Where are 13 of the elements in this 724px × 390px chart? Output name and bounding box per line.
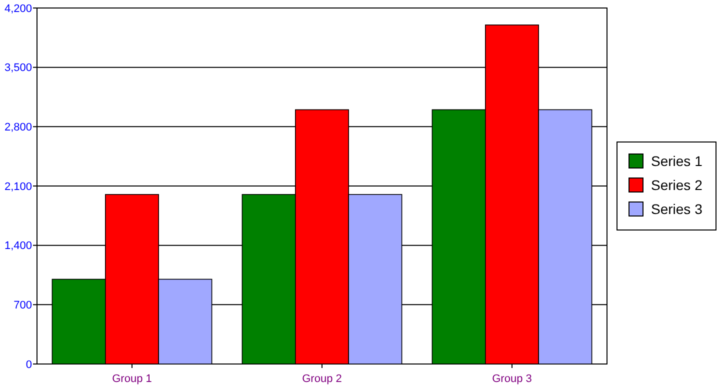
legend-label: Series 1 (651, 152, 703, 169)
y-tick-label: 2,100 (4, 180, 32, 193)
y-tick-label: 1,400 (4, 240, 32, 252)
legend-label: Series 2 (651, 176, 703, 193)
y-tick-label: 4,200 (4, 2, 32, 15)
x-tick-label: Group 3 (492, 373, 532, 385)
x-tick-label: Group 2 (302, 373, 342, 385)
x-tick-label: Group 1 (112, 373, 152, 385)
legend-label: Series 3 (651, 200, 703, 217)
y-tick-label: 2,800 (4, 122, 32, 134)
y-tick-label: 3,500 (4, 62, 32, 74)
y-tick-label: 700 (14, 300, 32, 312)
y-tick-label: 0 (26, 358, 32, 371)
